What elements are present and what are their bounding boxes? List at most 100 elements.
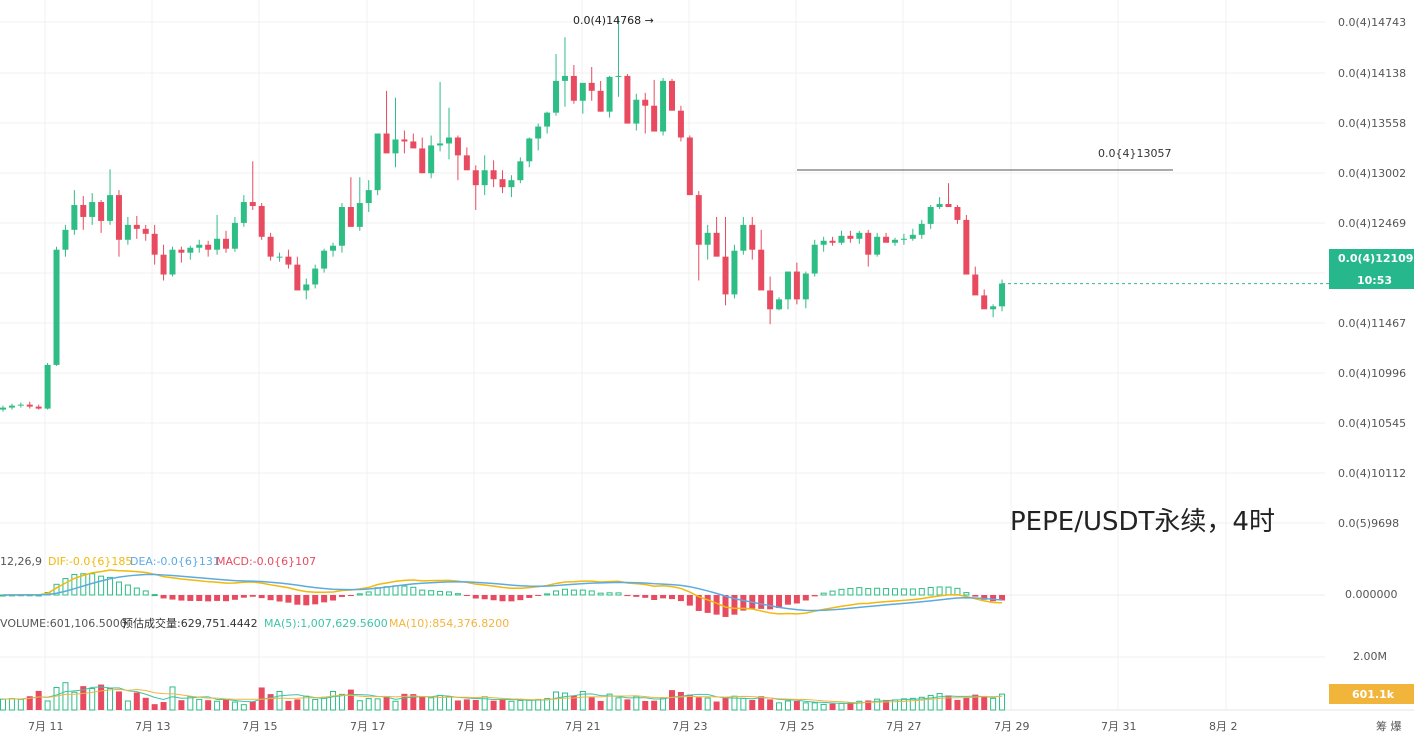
candle-body xyxy=(312,268,319,285)
macd-histogram-bar xyxy=(793,595,800,604)
volume-bar xyxy=(231,701,238,711)
price-tick-label: 0.0(4)13558 xyxy=(1338,117,1406,130)
dea-label: DEA:-0.0{6}131 xyxy=(130,555,220,568)
volume-bar xyxy=(107,688,114,711)
candle-body xyxy=(829,240,836,243)
volume-bar xyxy=(999,693,1006,711)
macd-histogram-bar xyxy=(258,595,265,599)
volume-bar xyxy=(713,701,720,710)
volume-bar xyxy=(597,700,604,710)
macd-histogram-bar xyxy=(553,590,560,596)
macd-histogram-bar xyxy=(499,595,506,602)
macd-histogram-bar xyxy=(535,595,542,596)
volume-bar xyxy=(490,700,497,710)
candle-body xyxy=(553,80,560,113)
volume-bar xyxy=(544,698,551,711)
axis-corner-label[interactable]: 筹 爆 xyxy=(1376,719,1402,732)
volume-ma10-line xyxy=(2,688,1003,704)
macd-histogram-bar xyxy=(223,595,229,602)
volume-bar xyxy=(187,696,194,711)
volume-bar xyxy=(499,699,506,710)
macd-histogram-bar xyxy=(874,587,881,596)
volume-bar xyxy=(356,700,363,711)
candle-countdown: 10:53 xyxy=(1357,274,1392,287)
candle-body xyxy=(330,245,337,251)
candle-body xyxy=(820,240,827,245)
macd-histogram-bar xyxy=(294,595,301,605)
macd-histogram-bar xyxy=(330,595,337,601)
candle-body xyxy=(160,254,167,275)
volume-bar xyxy=(0,698,6,711)
date-tick-label: 7月 27 xyxy=(886,720,922,732)
volume-bar xyxy=(553,691,560,711)
candle-body xyxy=(838,235,845,243)
volume-bar xyxy=(160,702,167,710)
candle-body xyxy=(731,250,738,295)
candle-body xyxy=(981,295,988,310)
volume-bar xyxy=(142,697,149,710)
candle-body xyxy=(579,82,586,101)
candle-body xyxy=(223,238,229,249)
volume-bar xyxy=(918,696,925,711)
volume-bar xyxy=(374,698,381,711)
candle-body xyxy=(187,247,194,253)
volume-bar xyxy=(642,700,649,710)
macd-histogram-bar xyxy=(731,595,738,615)
volume-bar xyxy=(579,690,586,711)
macd-histogram-bar xyxy=(526,595,533,598)
candle-body xyxy=(490,170,497,180)
macd-histogram-bar xyxy=(285,595,292,603)
volume-bar xyxy=(740,697,747,711)
volume-bar xyxy=(588,697,595,710)
candle-body xyxy=(17,404,24,406)
macd-histogram-bar xyxy=(713,595,720,615)
volume-bar xyxy=(472,699,479,710)
volume-ma5-line xyxy=(2,686,1003,704)
macd-histogram-bar xyxy=(677,595,684,602)
volume-bar xyxy=(214,700,221,711)
macd-histogram-bar xyxy=(606,592,613,596)
macd-histogram-bar xyxy=(758,595,765,609)
volume-bar xyxy=(294,699,301,710)
date-tick-label: 7月 25 xyxy=(779,720,815,732)
volume-bar xyxy=(811,702,818,711)
date-tick-label: 7月 19 xyxy=(457,720,493,732)
macd-histogram-bar xyxy=(62,578,69,596)
time-axis: 7月 11 7月 13 7月 15 7月 17 7月 19 7月 21 7月 23 7月 25… xyxy=(28,720,1238,732)
candlestick-series xyxy=(0,17,1329,412)
candle-body xyxy=(954,207,961,220)
volume-bar xyxy=(820,703,827,711)
candle-body xyxy=(71,205,78,230)
volume-panel xyxy=(0,682,1006,711)
candle-body xyxy=(606,76,613,112)
volume-bar xyxy=(26,696,33,710)
macd-histogram-bar xyxy=(999,595,1006,601)
current-volume-value: 601.1k xyxy=(1352,688,1395,701)
candle-body xyxy=(517,161,524,181)
macd-histogram-bar xyxy=(838,588,845,596)
candle-body xyxy=(347,207,354,227)
current-price-value: 0.0(4)12109 xyxy=(1338,252,1413,265)
candle-body xyxy=(62,229,69,250)
volume-bar xyxy=(240,704,247,711)
macd-histogram-bar xyxy=(437,590,444,596)
volume-bar xyxy=(365,698,372,711)
candle-body xyxy=(749,224,756,250)
candle-body xyxy=(561,75,568,81)
candle-body xyxy=(499,179,506,188)
volume-bar xyxy=(8,698,15,711)
candle-body xyxy=(178,249,185,253)
volume-bar xyxy=(35,690,42,710)
candle-body xyxy=(927,207,934,224)
macd-histogram-bar xyxy=(579,589,586,596)
volume-bar xyxy=(883,699,890,710)
macd-histogram-bar xyxy=(936,586,943,596)
price-tick-label: 0.0(4)12469 xyxy=(1338,217,1406,230)
volume-bar xyxy=(508,700,515,711)
candle-body xyxy=(0,407,6,410)
volume-bar xyxy=(71,691,78,711)
candle-body xyxy=(811,244,818,274)
date-tick-label: 7月 29 xyxy=(994,720,1030,732)
macd-histogram-bar xyxy=(169,595,176,600)
macd-histogram-bar xyxy=(419,589,426,596)
